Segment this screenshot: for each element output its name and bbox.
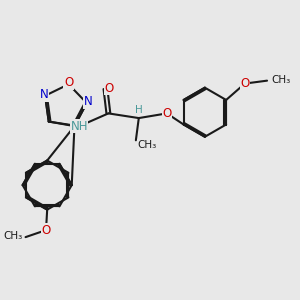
Text: O: O bbox=[64, 76, 73, 89]
Text: N: N bbox=[83, 95, 92, 108]
Text: NH: NH bbox=[70, 120, 88, 133]
Text: CH₃: CH₃ bbox=[137, 140, 156, 150]
Text: N: N bbox=[40, 88, 48, 101]
Text: CH₃: CH₃ bbox=[272, 75, 291, 85]
Text: O: O bbox=[162, 107, 172, 120]
Text: O: O bbox=[240, 77, 250, 90]
Text: CH₃: CH₃ bbox=[3, 231, 22, 241]
Text: O: O bbox=[41, 224, 51, 237]
Text: O: O bbox=[104, 82, 114, 95]
Text: H: H bbox=[135, 105, 143, 115]
